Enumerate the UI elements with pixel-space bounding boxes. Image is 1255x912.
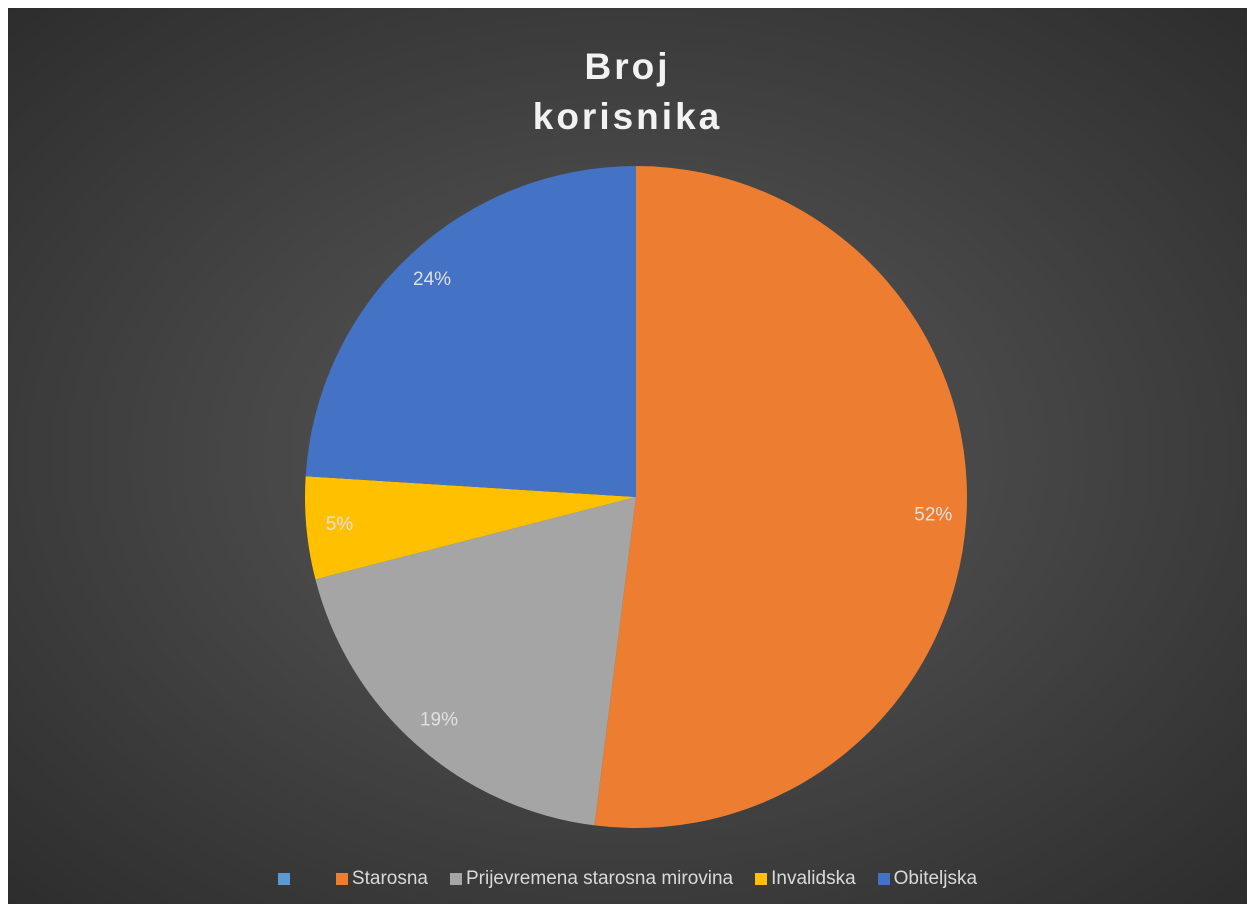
pie-slice <box>305 166 636 497</box>
pie-slice <box>305 476 636 580</box>
data-label: 24% <box>413 269 451 290</box>
data-label: 5% <box>326 514 354 535</box>
legend: Starosna Prijevremena starosna mirovina In… <box>8 868 1247 890</box>
data-label: 19% <box>420 709 458 730</box>
legend-label: Prijevremena starosna mirovina <box>465 868 734 889</box>
legend-label: Invalidska <box>771 868 856 889</box>
legend-swatch <box>755 873 768 885</box>
legend-label: Starosna <box>351 868 428 889</box>
title-box: Broj korisnika <box>8 42 1247 142</box>
pie-slice <box>315 497 636 826</box>
legend-swatch <box>449 873 462 885</box>
legend-entry <box>277 868 290 890</box>
data-label: 52% <box>914 505 952 526</box>
legend-entry: Starosna <box>335 868 428 890</box>
chart: 52% 19% 5% 24% <box>305 166 968 828</box>
chart-title: Broj korisnika <box>532 46 723 137</box>
legend-label: Obiteljska <box>893 868 978 889</box>
legend-entry: Obiteljska <box>877 868 978 890</box>
legend-swatch <box>877 873 890 885</box>
legend-entry: Invalidska <box>755 868 856 890</box>
chart-area: Broj korisnika 52% 19% 5% 24% Starosna Prije… <box>8 8 1247 904</box>
legend-entry: Prijevremena starosna mirovina <box>449 868 734 890</box>
legend-swatch <box>335 873 348 885</box>
legend-swatch <box>277 873 290 885</box>
pie-slice <box>594 166 968 828</box>
